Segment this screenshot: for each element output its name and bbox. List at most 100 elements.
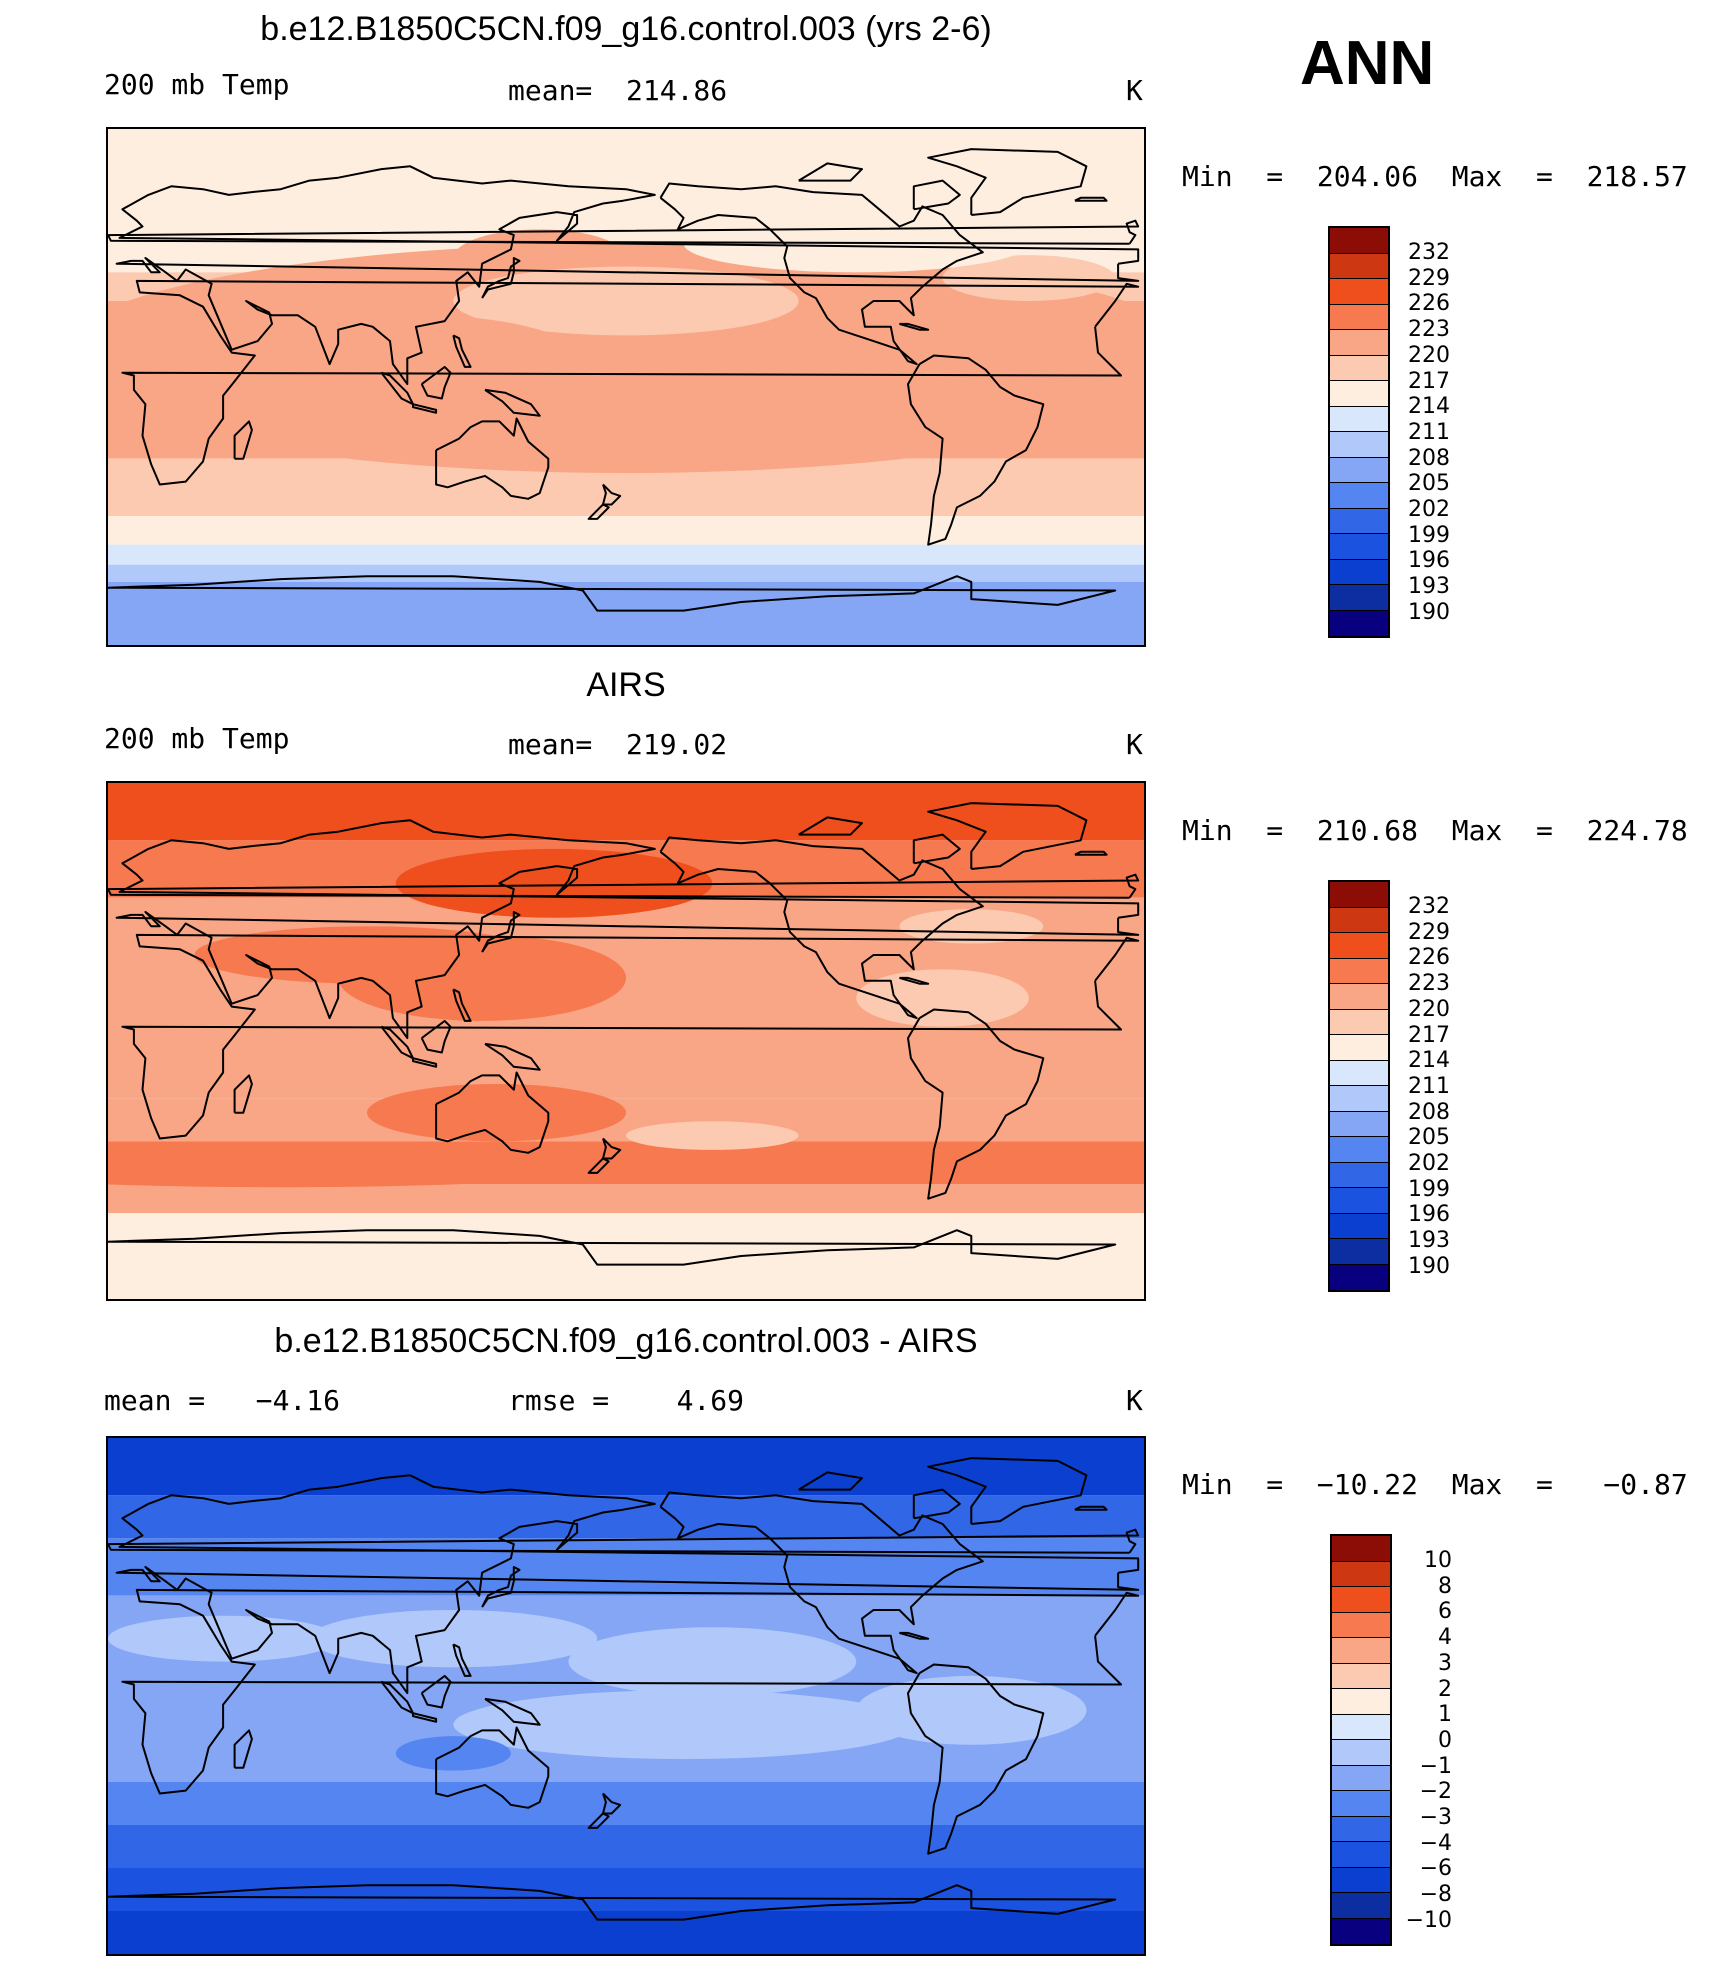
colorbar-swatch [1330,1060,1388,1086]
coastline [108,1528,1140,1554]
colorbar-label: 3 [1438,1650,1452,1676]
contour-band [108,1825,1144,1868]
coastline [912,833,961,865]
coastline [108,1884,1117,1921]
coastline [587,503,610,520]
colorbar-swatch [1332,1740,1390,1766]
coastline [380,1025,414,1060]
colorbar-swatch [1330,585,1388,611]
coastline [108,219,1140,245]
panel2-mean: mean= 219.02 [508,728,728,761]
colorbar-label: 226 [1408,291,1450,317]
season-label: ANN [1300,29,1435,98]
coastline [412,403,438,414]
contour-band [108,1495,1144,1539]
contour-region [367,1032,540,1079]
coastline [108,1229,1117,1266]
panel3-minmax: Min = −10.22 Max = −0.87 [1182,1468,1688,1501]
colorbar-swatch [1330,1111,1388,1137]
coastline [912,1488,961,1520]
contour-region [856,1675,1087,1745]
coastline [115,165,1140,386]
panel1-mean: mean= 214.86 [508,74,728,107]
panel1-minmax: Min = 204.06 Max = 218.57 [1182,160,1688,193]
coastline [452,1643,472,1677]
coastline [602,483,622,506]
colorbar-swatch [1332,1791,1390,1817]
coastline [602,1137,622,1160]
panel3-rmse: rmse = 4.69 [508,1384,745,1417]
contour-band [108,1213,1144,1299]
contour-region [453,1690,914,1760]
contour-region [395,848,713,918]
colorbar-swatch [1332,1561,1390,1587]
coastline [484,1697,541,1726]
colorbar-label: 217 [1408,368,1450,394]
colorbar-label: 217 [1408,1022,1450,1048]
coastline [659,836,984,1020]
coastline [452,988,472,1022]
colorbar-swatch [1330,228,1388,254]
coastline [907,354,1045,546]
colorbar-swatch [1330,882,1388,908]
colorbar-label: 205 [1408,471,1450,497]
coastline [899,1631,930,1640]
coastline [798,1471,863,1491]
contour-band [108,516,1144,545]
colorbar-swatch [1330,1137,1388,1163]
colorbar-label: −8 [1419,1882,1452,1908]
colorbar-label: 4 [1438,1625,1452,1651]
colorbar-label: 205 [1408,1125,1450,1151]
coastline [602,1792,622,1815]
coastline [899,322,930,331]
colorbar-swatch [1330,508,1388,534]
coastline [233,1074,253,1114]
coastline [659,1491,984,1675]
coastline [420,1674,452,1709]
coastline [798,162,863,182]
colorbar-swatch [1330,559,1388,585]
colorbar-swatch [1330,1239,1388,1265]
colorbar-swatch [1330,483,1388,509]
coastline [435,1071,550,1154]
colorbar-label: 190 [1408,1253,1450,1279]
panel1-map [106,127,1146,647]
coastline [420,1019,452,1054]
contour-band [108,1782,1144,1825]
colorbar-swatch [1332,1816,1390,1842]
colorbar-swatch [1332,1536,1390,1562]
contour-region [367,1084,626,1142]
colorbar-label: 211 [1408,1073,1450,1099]
contour-region [108,1152,598,1188]
panel2-map-svg [108,783,1144,1299]
contour-region [899,909,1044,944]
colorbar-swatch [1330,304,1388,330]
colorbar-label: 220 [1408,342,1450,368]
coastline [420,365,452,400]
coastline [452,334,472,368]
colorbar-swatch [1332,1612,1390,1638]
coastline [1074,1505,1108,1511]
panel2-map [106,781,1146,1301]
colorbar-swatch [1332,1842,1390,1868]
coastline [481,1566,521,1608]
colorbar-label: −1 [1419,1753,1452,1779]
colorbar-label: 202 [1408,1151,1450,1176]
colorbar-label: −2 [1419,1779,1452,1805]
coastlines [108,148,1140,612]
coastline [108,575,1117,612]
colorbar-label: 190 [1408,599,1450,625]
colorbar-label: 199 [1408,1176,1450,1202]
panel3-units: K [1126,1384,1143,1417]
colorbar-label: 223 [1408,971,1450,997]
panel1-title: b.e12.B1850C5CN.f09_g16.control.003 (yrs… [260,10,992,48]
panel2-field-label: 200 mb Temp [104,722,290,755]
colorbar-swatch [1330,432,1388,458]
colorbar-label: 214 [1408,1048,1450,1074]
panel2-colorbar [1328,880,1390,1292]
coastline [115,819,1140,1040]
colorbar-swatch [1330,610,1388,636]
contour-band [108,1184,1144,1213]
colorbar-label: 226 [1408,945,1450,971]
colorbar-label: −4 [1419,1830,1452,1856]
